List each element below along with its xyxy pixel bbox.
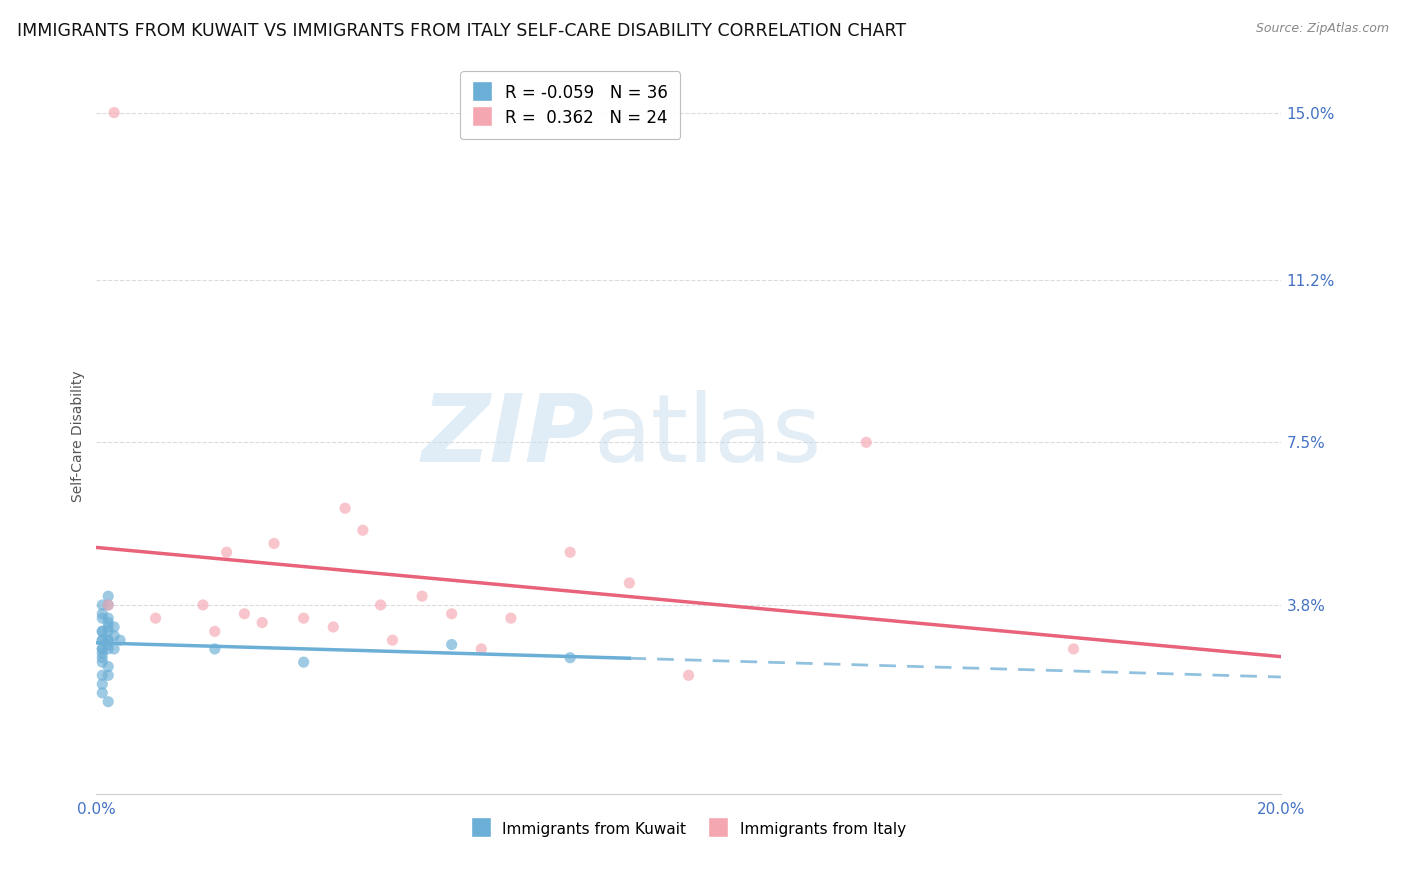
Point (381, 633, 404, 648)
Point (97, 589, 120, 603)
Point (678, 668, 700, 682)
Point (370, 598, 392, 612)
Point (103, 620, 125, 634)
Point (97, 633, 120, 648)
Text: ZIP: ZIP (420, 390, 593, 482)
Point (91, 611, 114, 625)
Point (91, 655, 114, 669)
Point (215, 545, 238, 559)
Point (91, 646, 114, 660)
Point (97, 695, 120, 709)
Point (333, 501, 356, 516)
Point (191, 598, 214, 612)
Text: atlas: atlas (593, 390, 823, 482)
Point (108, 633, 131, 648)
Point (91, 686, 114, 700)
Point (855, 435, 877, 450)
Point (292, 611, 315, 625)
Point (97, 620, 120, 634)
Point (97, 642, 120, 657)
Point (619, 576, 641, 591)
Point (91, 624, 114, 639)
Point (560, 545, 582, 559)
Point (91, 607, 114, 621)
Point (91, 624, 114, 639)
Point (97, 624, 120, 639)
Point (145, 611, 167, 625)
Point (103, 642, 125, 657)
Point (91, 598, 114, 612)
Point (97, 659, 120, 673)
Point (97, 611, 120, 625)
Text: Source: ZipAtlas.com: Source: ZipAtlas.com (1256, 22, 1389, 36)
Point (91, 668, 114, 682)
Point (91, 677, 114, 691)
Point (97, 598, 120, 612)
Point (91, 633, 114, 648)
Point (250, 615, 273, 630)
Point (97, 638, 120, 652)
Point (91, 642, 114, 657)
Point (97, 615, 120, 630)
Point (97, 598, 120, 612)
Point (91, 650, 114, 665)
Point (470, 642, 492, 657)
Text: IMMIGRANTS FROM KUWAIT VS IMMIGRANTS FROM ITALY SELF-CARE DISABILITY CORRELATION: IMMIGRANTS FROM KUWAIT VS IMMIGRANTS FRO… (17, 22, 905, 40)
Point (322, 620, 344, 634)
Point (233, 607, 256, 621)
Point (204, 642, 226, 657)
Point (91, 642, 114, 657)
Point (103, 629, 125, 643)
Point (204, 624, 226, 639)
Point (292, 655, 315, 669)
Point (440, 607, 463, 621)
Point (103, 105, 125, 120)
Y-axis label: Self-Care Disability: Self-Care Disability (72, 370, 86, 501)
Point (1063, 642, 1085, 657)
Point (352, 523, 374, 537)
Legend: Immigrants from Kuwait, Immigrants from Italy: Immigrants from Kuwait, Immigrants from … (465, 814, 911, 844)
Point (97, 668, 120, 682)
Point (560, 650, 582, 665)
Point (440, 638, 463, 652)
Point (97, 633, 120, 648)
Point (91, 633, 114, 648)
Point (263, 536, 285, 550)
Point (499, 611, 522, 625)
Point (411, 589, 433, 603)
